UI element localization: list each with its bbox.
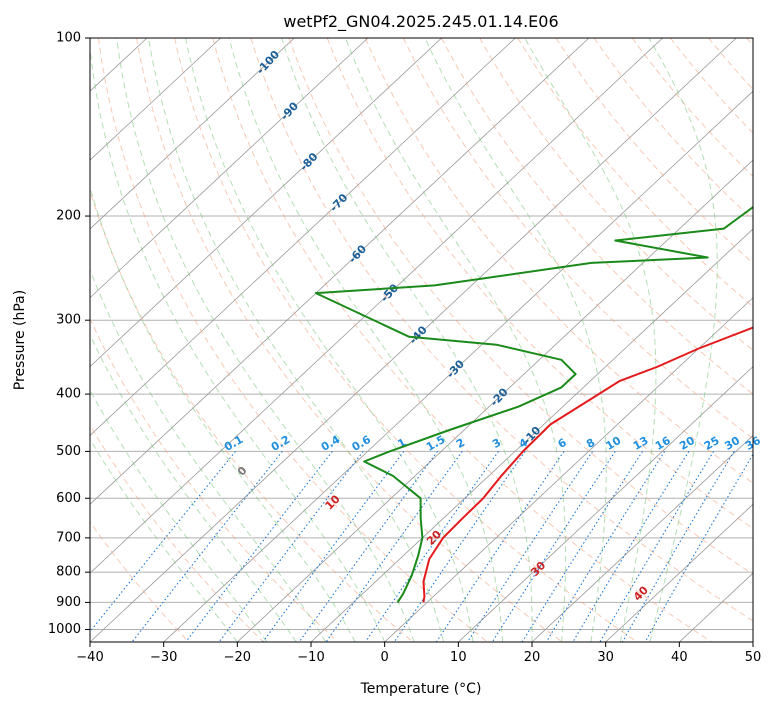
dry-adiabat-line — [517, 38, 753, 308]
dry-adiabat-line — [402, 38, 753, 440]
mixing-ratio-line — [644, 453, 753, 642]
mixing-ratio-line — [364, 451, 499, 642]
y-tick-label: 500 — [56, 444, 81, 459]
sounding-profiles — [314, 205, 753, 603]
y-tick-label: 600 — [56, 491, 81, 506]
moist-adiabat-line — [90, 268, 327, 642]
temperature-profile-line — [422, 326, 753, 603]
background-reference-lines — [90, 38, 753, 642]
isotherm-line — [90, 38, 516, 437]
dry-adiabat-line — [555, 38, 753, 264]
moist-adiabat-line — [185, 38, 474, 642]
x-tick-label: −20 — [224, 650, 251, 665]
dry-adiabat-line — [479, 38, 753, 351]
mixing-ratio-line — [491, 451, 616, 642]
x-axis-label: Temperature (°C) — [360, 681, 482, 697]
isotherm-line — [90, 38, 221, 161]
moist-adiabat-line — [116, 38, 415, 642]
isotherm-line — [90, 38, 663, 574]
dry-adiabat-line — [97, 38, 488, 642]
moist-adiabat-line — [281, 38, 533, 642]
x-tick-label: 20 — [524, 650, 541, 665]
moist-adiabat-line — [524, 38, 657, 642]
isotherm-line — [605, 503, 753, 642]
moist-adiabat-line — [148, 38, 445, 642]
isotherm-line — [163, 90, 753, 642]
dry-adiabat-line — [212, 38, 712, 642]
mixing-ratio-line — [131, 451, 283, 642]
x-tick-label: 0 — [381, 650, 389, 665]
moist-adiabat-line — [424, 38, 607, 642]
y-tick-label: 800 — [56, 565, 81, 580]
mixing-ratio-line — [521, 451, 643, 642]
x-tick-label: 30 — [597, 650, 614, 665]
mixing-ratio-line — [90, 451, 236, 633]
moist-adiabat-line — [228, 38, 503, 642]
mixing-ratio-line — [185, 451, 333, 642]
dewpoint-profile-line — [314, 205, 753, 603]
mixing-ratio-line — [393, 451, 526, 642]
isotherm-line — [90, 38, 295, 230]
moist-adiabat-line — [345, 38, 567, 642]
dry-adiabat-line — [288, 38, 753, 575]
chart-title: wetPf2_GN04.2025.245.01.14.E06 — [283, 12, 558, 32]
dry-adiabat-line — [364, 38, 753, 484]
dry-adiabat-line — [441, 38, 753, 395]
x-tick-label: −40 — [76, 650, 103, 665]
isotherm-line — [90, 38, 737, 642]
moist-adiabat-line — [90, 44, 386, 642]
moist-adiabat-line — [90, 389, 268, 642]
dry-adiabat-line — [174, 38, 638, 642]
moist-adiabat-line — [648, 38, 718, 642]
moist-adiabat-line — [90, 333, 297, 642]
moist-adiabat-line — [90, 438, 238, 642]
x-tick-label: 10 — [450, 650, 467, 665]
dry-adiabat-line — [90, 189, 414, 642]
y-tick-label: 900 — [56, 595, 81, 610]
isotherm-line — [90, 38, 369, 299]
y-tick-label: 200 — [56, 209, 81, 224]
dry-adiabat-line — [136, 38, 563, 642]
isotherm-line — [90, 38, 442, 368]
x-tick-label: −10 — [297, 650, 324, 665]
isotherm-line — [90, 38, 590, 505]
x-tick-label: 40 — [671, 650, 688, 665]
y-tick-label: 300 — [56, 313, 81, 328]
isotherm-line — [237, 159, 753, 642]
x-tick-label: −30 — [150, 650, 177, 665]
plot-frame — [89, 37, 754, 643]
y-tick-label: 400 — [56, 387, 81, 402]
y-tick-label: 100 — [56, 31, 81, 46]
isotherm-line — [458, 366, 753, 642]
axes: −40 −30 −20 −10 0 10 20 30 40 50 100 200 300 400 500 60… — [48, 31, 761, 666]
dry-adiabat-line — [631, 38, 753, 178]
isotherm-line — [384, 297, 753, 642]
x-tick-label: 50 — [745, 650, 762, 665]
mixing-ratio-line — [218, 451, 364, 642]
mixing-ratio-line — [621, 451, 735, 642]
y-axis-label: Pressure (hPa) — [12, 290, 28, 390]
y-tick-label: 1000 — [48, 622, 81, 637]
mixing-ratio-line — [298, 451, 438, 642]
mixing-ratio-line — [572, 451, 690, 642]
dry-adiabat-line — [90, 317, 339, 642]
mixing-ratio-line — [599, 451, 715, 642]
dry-adiabat-line — [326, 38, 753, 530]
mixing-ratio-line — [545, 451, 666, 642]
isotherm-line — [531, 434, 753, 642]
y-tick-label: 700 — [56, 530, 81, 545]
